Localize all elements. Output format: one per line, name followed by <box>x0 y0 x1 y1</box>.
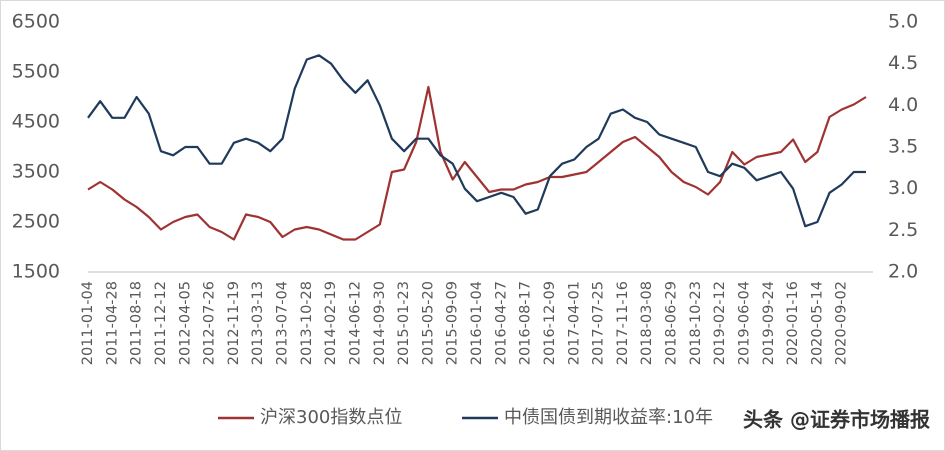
x-tick-label: 2016-12-09 <box>542 281 558 365</box>
legend-label: 沪深300指数点位 <box>260 407 402 428</box>
x-tick-label: 2018-03-08 <box>639 281 655 365</box>
y-tick-label: 6500 <box>12 11 60 33</box>
x-tick-label: 2020-09-02 <box>834 281 850 365</box>
x-tick-label: 2019-02-12 <box>712 281 728 365</box>
y2-tick-label: 3.5 <box>888 136 918 158</box>
y-tick-label: 2500 <box>12 211 60 233</box>
y2-tick-label: 4.5 <box>888 52 918 74</box>
x-tick-label: 2017-04-01 <box>566 281 582 365</box>
x-tick-label: 2016-01-04 <box>469 281 485 365</box>
x-tick-label: 2015-05-20 <box>420 281 436 365</box>
y2-tick-label: 2.0 <box>888 261 918 283</box>
x-tick-label: 2016-08-17 <box>518 281 534 365</box>
x-tick-label: 2011-04-28 <box>104 281 120 365</box>
x-tick-label: 2014-06-12 <box>347 281 363 365</box>
series-line <box>87 54 866 228</box>
y2-tick-label: 3.0 <box>888 177 918 199</box>
x-tick-label: 2019-09-24 <box>761 281 777 365</box>
x-tick-label: 2018-06-29 <box>664 281 680 365</box>
watermark: 头条 @证券市场播报 <box>743 408 930 432</box>
y2-tick-label: 2.5 <box>888 219 918 241</box>
y-tick-label: 5500 <box>12 61 60 83</box>
x-tick-label: 2011-01-04 <box>80 281 96 365</box>
y2-tick-label: 4.0 <box>888 94 918 116</box>
x-tick-label: 2013-03-13 <box>250 281 266 365</box>
x-tick-label: 2018-10-23 <box>688 281 704 365</box>
x-tick-label: 2015-01-23 <box>396 281 412 365</box>
series-line <box>87 85 867 241</box>
x-tick-label: 2012-04-05 <box>177 281 193 365</box>
legend-label: 中债国债到期收益率:10年 <box>504 407 713 428</box>
y-tick-label: 3500 <box>12 161 60 183</box>
x-tick-label: 2014-02-19 <box>323 281 339 365</box>
x-tick-label: 2020-05-14 <box>809 281 825 365</box>
x-tick-label: 2013-07-04 <box>275 281 291 365</box>
x-tick-label: 2012-07-26 <box>202 281 218 365</box>
x-tick-label: 2014-09-30 <box>372 281 388 365</box>
x-tick-label: 2015-09-09 <box>445 281 461 365</box>
x-tick-label: 2012-11-19 <box>226 281 242 365</box>
x-tick-label: 2017-07-25 <box>591 281 607 365</box>
x-tick-label: 2013-10-28 <box>299 281 315 365</box>
x-tick-label: 2011-08-18 <box>129 281 145 365</box>
y-tick-label: 4500 <box>12 111 60 133</box>
y-tick-label: 1500 <box>12 261 60 283</box>
x-tick-label: 2017-11-16 <box>615 281 631 365</box>
x-tick-label: 2016-04-27 <box>493 281 509 365</box>
y2-tick-label: 5.0 <box>888 11 918 33</box>
x-tick-label: 2020-01-16 <box>785 281 801 365</box>
x-tick-label: 2019-06-04 <box>736 281 752 365</box>
x-tick-label: 2011-12-12 <box>153 281 169 365</box>
